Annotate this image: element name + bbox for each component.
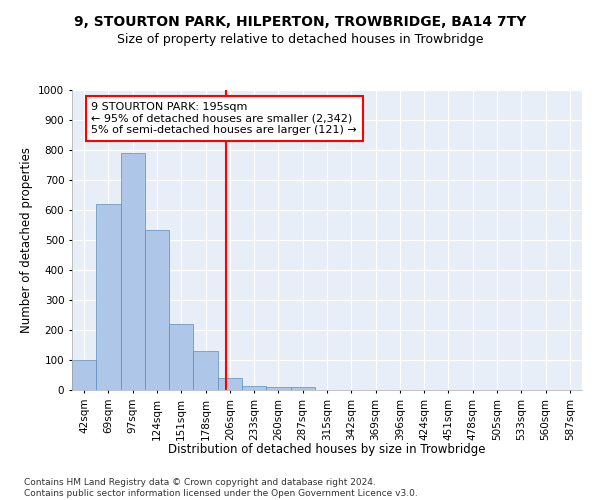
Bar	[145, 230, 169, 390]
Bar	[72, 360, 96, 390]
Bar	[96, 204, 121, 390]
Text: 9, STOURTON PARK, HILPERTON, TROWBRIDGE, BA14 7TY: 9, STOURTON PARK, HILPERTON, TROWBRIDGE,…	[74, 15, 526, 29]
Bar	[193, 351, 218, 390]
Text: Distribution of detached houses by size in Trowbridge: Distribution of detached houses by size …	[168, 442, 486, 456]
Text: 9 STOURTON PARK: 195sqm
← 95% of detached houses are smaller (2,342)
5% of semi-: 9 STOURTON PARK: 195sqm ← 95% of detache…	[91, 102, 357, 135]
Text: Size of property relative to detached houses in Trowbridge: Size of property relative to detached ho…	[117, 32, 483, 46]
Bar	[266, 387, 290, 390]
Y-axis label: Number of detached properties: Number of detached properties	[20, 147, 32, 333]
Bar	[121, 153, 145, 390]
Text: Contains HM Land Registry data © Crown copyright and database right 2024.
Contai: Contains HM Land Registry data © Crown c…	[24, 478, 418, 498]
Bar	[218, 378, 242, 390]
Bar	[169, 324, 193, 390]
Bar	[290, 387, 315, 390]
Bar	[242, 386, 266, 390]
